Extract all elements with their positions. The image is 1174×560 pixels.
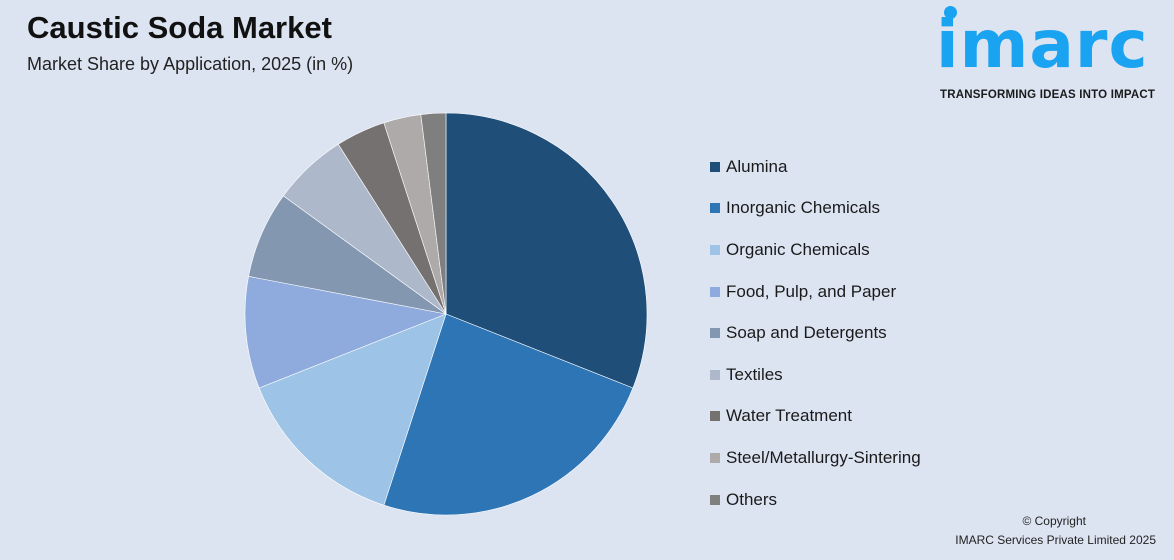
legend-label: Food, Pulp, and Paper [726,281,897,301]
legend-swatch [710,328,720,339]
legend-item: Water Treatment [710,396,921,438]
legend-label: Organic Chemicals [726,239,870,259]
legend-swatch [710,286,720,297]
legend-item: Soap and Detergents [710,312,921,354]
copyright-label: © Copyright [1022,514,1086,528]
legend-swatch [710,161,720,172]
imarc-logo: imarc TRANSFORMING IDEAS INTO IMPACT [936,6,1166,106]
legend-item: Textiles [710,354,921,396]
logo-word: imarc [936,6,1149,83]
legend-label: Alumina [726,156,788,176]
logo-tagline: TRANSFORMING IDEAS INTO IMPACT [940,89,1156,101]
legend-item: Others [710,479,921,521]
pie-slice-others [420,112,447,315]
legend-label: Inorganic Chemicals [726,198,881,218]
legend: Alumina Inorganic Chemicals Organic Chemic… [710,146,921,520]
copyright: © Copyright IMARC Services Private Limit… [955,512,1156,550]
legend-swatch [710,244,720,255]
legend-swatch [710,494,720,505]
pie-slice-food-pulp-and-paper [244,275,448,389]
legend-item: Alumina [710,146,921,188]
legend-item: Steel/Metallurgy-Sintering [710,437,921,479]
legend-label: Water Treatment [726,406,852,426]
legend-swatch [710,369,720,380]
legend-swatch [710,452,720,463]
pie-slice-inorganic-chemicals [383,313,634,516]
logo-dot [944,6,957,19]
legend-label: Others [726,489,778,509]
legend-item: Inorganic Chemicals [710,188,921,230]
copyright-company: IMARC Services Private Limited 2025 [955,533,1156,547]
legend-label: Textiles [726,364,783,384]
legend-swatch [710,203,720,214]
legend-swatch [710,411,720,422]
chart-subtitle: Market Share by Application, 2025 (in %) [27,54,354,74]
legend-item: Food, Pulp, and Paper [710,271,921,313]
legend-item: Organic Chemicals [710,229,921,271]
pie-slice-organic-chemicals [258,313,447,506]
pie-slice-alumina [445,112,648,389]
legend-label: Soap and Detergents [726,323,887,343]
chart-title: Caustic Soda Market [27,10,332,45]
legend-label: Steel/Metallurgy-Sintering [726,447,921,467]
